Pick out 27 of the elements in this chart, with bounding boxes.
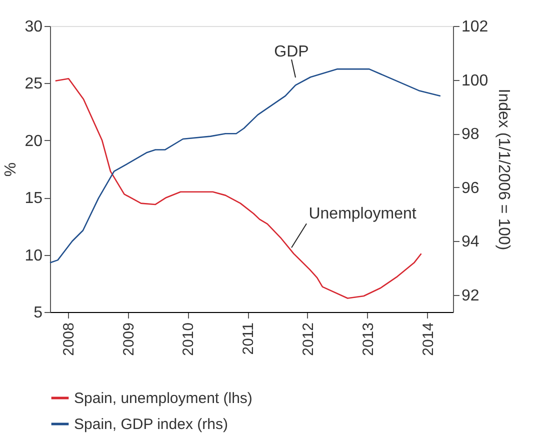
legend-label: Spain, unemployment (lhs)	[74, 390, 252, 407]
y2-tick-label: 100	[462, 72, 488, 90]
y-tick-label: 20	[24, 132, 43, 150]
y-tick-label: 25	[24, 76, 43, 93]
y2-tick-label: 96	[462, 180, 480, 197]
x-tick-label: 2012	[300, 322, 317, 356]
x-tick-label: 2010	[180, 322, 198, 356]
annotation: GDP	[274, 43, 309, 60]
y-tick-label: 30	[24, 18, 43, 36]
x-tick-label: 2009	[120, 322, 138, 356]
x-tick-label: 2011	[240, 322, 258, 355]
line-series	[54, 78, 422, 299]
annotation: Unemployment	[308, 206, 417, 223]
y2-tick-label: 102	[462, 18, 488, 36]
y-axis-title: %	[2, 162, 20, 177]
line-series	[49, 68, 442, 264]
y2-tick-label: 92	[462, 288, 480, 305]
y-tick-label: 5	[34, 304, 43, 322]
x-tick-label: 2014	[420, 322, 437, 356]
y2-tick-label: 94	[462, 234, 480, 251]
y-tick-label: 10	[24, 247, 43, 264]
y-tick-label: 15	[24, 190, 43, 208]
y2-tick-label: 98	[462, 126, 480, 144]
y2-axis-title: Index (1/1/2006 = 100)	[495, 88, 512, 250]
x-tick-label: 2013	[360, 322, 377, 356]
x-tick-label: 2008	[60, 322, 78, 356]
legend-label: Spain, GDP index (rhs)	[74, 416, 228, 433]
